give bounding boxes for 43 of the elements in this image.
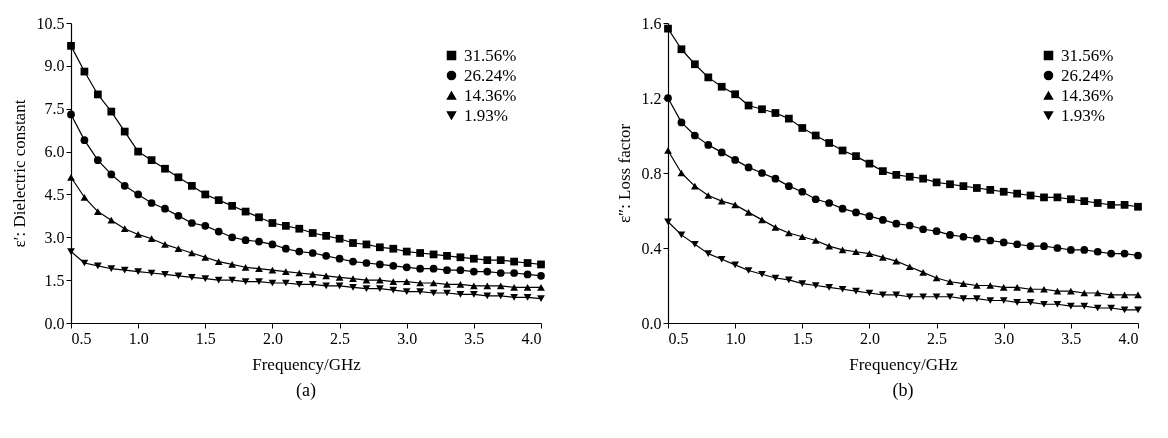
legend-label: 14.36% — [464, 85, 517, 105]
x-tick-label: 0.5 — [71, 329, 92, 347]
y-axis-title: ε′: Dielectric constant — [9, 99, 29, 248]
y-tick-label: 0.8 — [641, 164, 662, 182]
x-axis-title: Frequency/GHz — [252, 354, 362, 374]
legend-label: 31.56% — [464, 45, 517, 65]
x-tick-label: 4.0 — [1118, 329, 1139, 347]
x-tick-label: 2.0 — [262, 329, 283, 347]
x-tick-label: 3.0 — [994, 329, 1015, 347]
y-tick-label: 6.0 — [44, 143, 65, 161]
legend-label: 31.56% — [1061, 45, 1114, 65]
x-tick-label: 3.5 — [1061, 329, 1082, 347]
x-axis-title: Frequency/GHz — [849, 354, 959, 374]
x-tick-label: 2.5 — [927, 329, 948, 347]
y-tick-label: 1.5 — [44, 271, 65, 289]
y-tick-label: 0.0 — [44, 314, 65, 332]
legend-label: 1.93% — [1061, 105, 1105, 125]
y-tick-label: 0.0 — [641, 314, 662, 332]
y-tick-label: 4.5 — [44, 185, 65, 203]
x-tick-label: 1.5 — [195, 329, 216, 347]
x-tick-label: 0.5 — [668, 329, 689, 347]
legend-label: 26.24% — [464, 65, 517, 85]
x-tick-label: 4.0 — [521, 329, 542, 347]
x-tick-label: 2.0 — [859, 329, 880, 347]
legend-label: 1.93% — [464, 105, 508, 125]
x-tick-label: 1.5 — [792, 329, 813, 347]
text: (b) — [892, 380, 914, 401]
x-tick-label: 3.0 — [397, 329, 418, 347]
y-tick-label: 10.5 — [36, 14, 65, 32]
y-tick-label: 7.5 — [44, 100, 65, 118]
y-tick-label: 0.4 — [641, 239, 662, 257]
y-tick-label: 1.2 — [641, 89, 662, 107]
y-axis-title: ε″: Loss factor — [614, 123, 634, 224]
x-tick-label: 2.5 — [330, 329, 351, 347]
text: (a) — [296, 380, 316, 401]
legend-label: 14.36% — [1061, 85, 1114, 105]
x-tick-label: 1.0 — [725, 329, 746, 347]
legend-label: 26.24% — [1061, 65, 1114, 85]
x-tick-label: 1.0 — [128, 329, 149, 347]
y-tick-label: 3.0 — [44, 228, 65, 246]
y-tick-label: 9.0 — [44, 57, 65, 75]
y-tick-label: 1.6 — [641, 14, 662, 32]
x-tick-label: 3.5 — [464, 329, 485, 347]
